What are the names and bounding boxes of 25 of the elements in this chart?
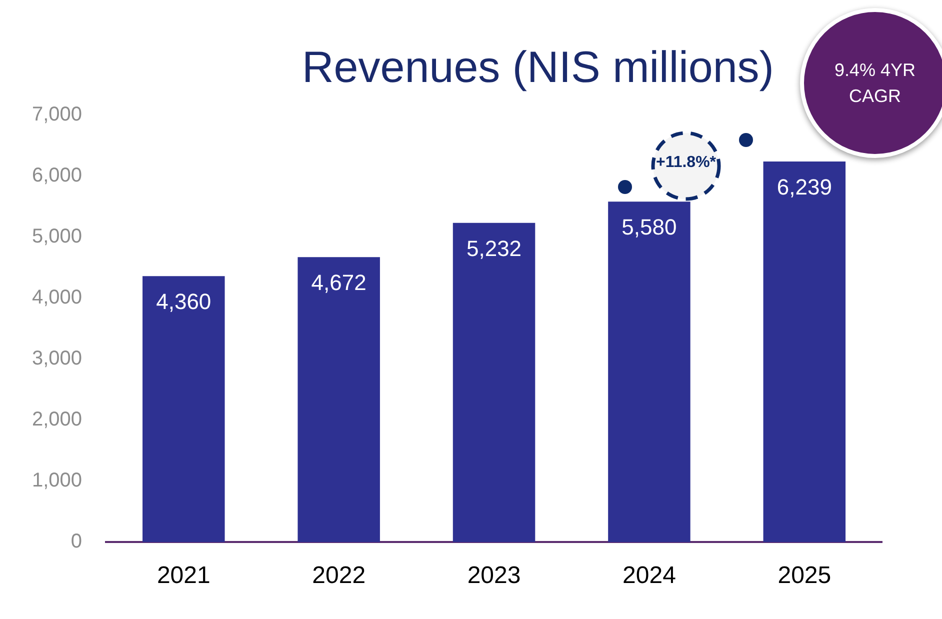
y-tick-label: 1,000 <box>32 470 82 492</box>
x-tick-label: 2022 <box>312 562 366 590</box>
y-tick-label: 2,000 <box>32 408 82 431</box>
annotation: +11.8%* <box>654 154 718 172</box>
x-tick-label: 2021 <box>156 562 210 590</box>
text: 5,580 <box>622 214 677 240</box>
y-tick-label: 6,000 <box>32 164 82 187</box>
bar <box>763 161 846 542</box>
text: 4,672 <box>311 270 366 296</box>
x-tick-label: 2024 <box>622 562 676 590</box>
bar <box>608 202 690 542</box>
text: 5,232 <box>466 236 522 261</box>
bar <box>142 276 225 542</box>
y-tick-label: 0 <box>70 530 82 553</box>
x-tick-label: 2023 <box>467 562 521 590</box>
y-tick-label: 4,000 <box>32 286 82 309</box>
bar <box>298 257 380 542</box>
y-tick-label: 3,000 <box>32 348 82 370</box>
y-tick-label: 5,000 <box>32 226 82 248</box>
y-tick-label: 7,000 <box>32 104 82 126</box>
bar <box>452 222 536 542</box>
chart-title: Revenues (NIS millions) <box>302 43 774 92</box>
text: 4,360 <box>156 289 212 314</box>
text: 6,239 <box>776 174 832 200</box>
x-tick-label: 2025 <box>778 562 832 590</box>
